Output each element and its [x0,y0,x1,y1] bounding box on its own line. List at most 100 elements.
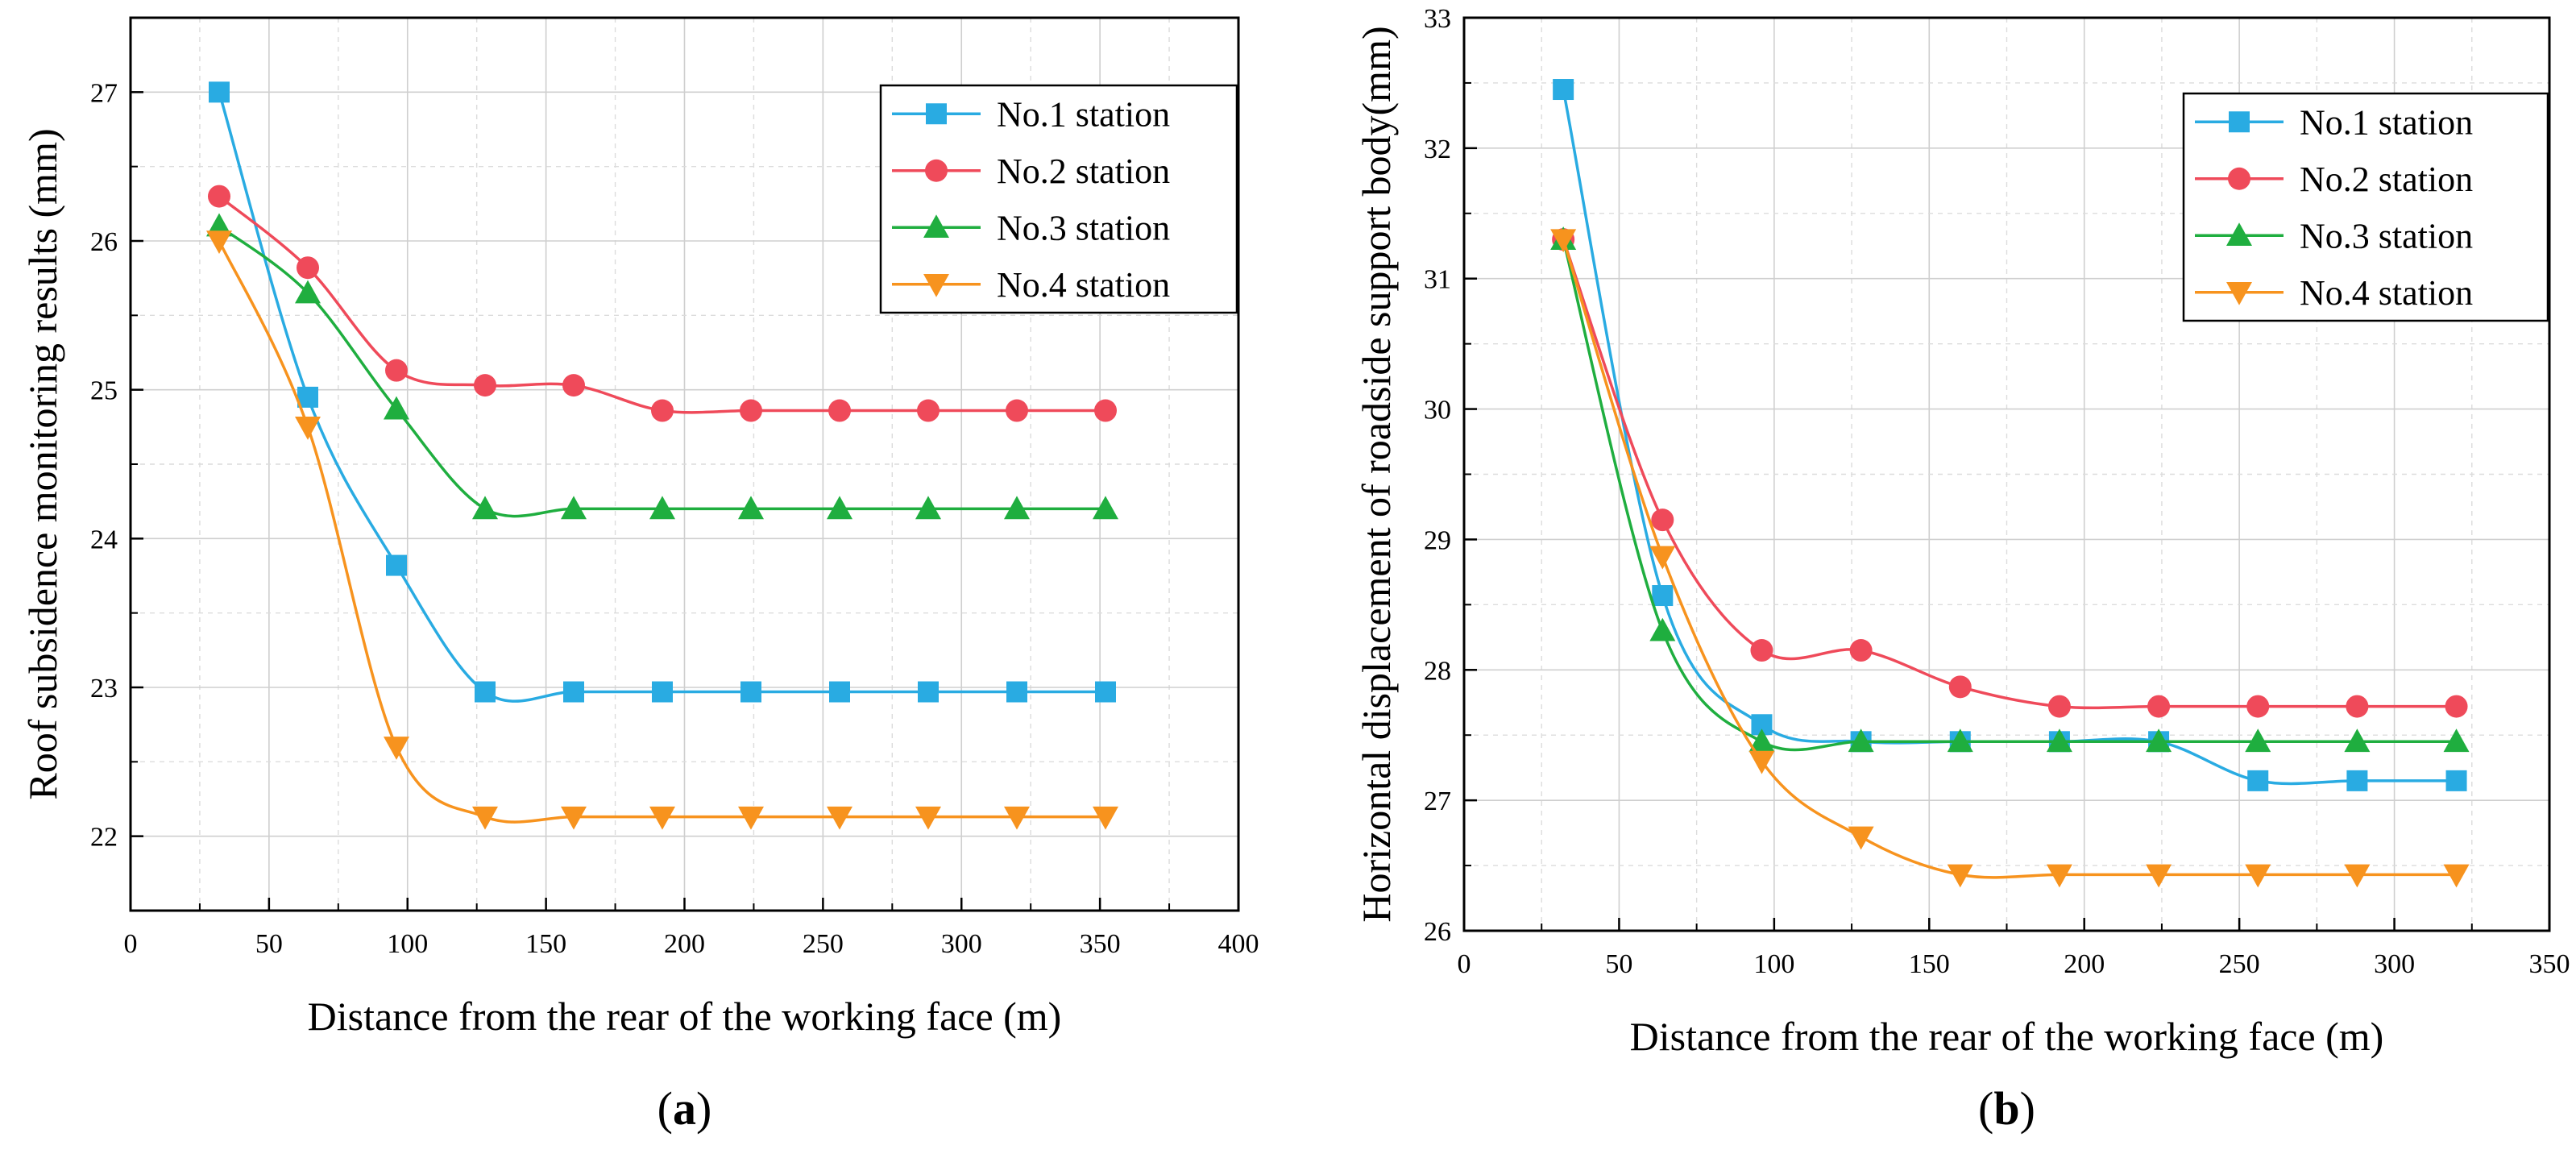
data-point [1748,728,1775,753]
data-point [738,496,764,520]
x-tick-label: 350 [2529,949,2570,979]
data-point [2443,864,2470,888]
data-point [2445,695,2468,718]
data-point [384,396,409,420]
panel-label: (b) [1978,1082,2035,1135]
data-point [1095,681,1116,703]
y-tick-label: 28 [1424,656,1451,686]
x-tick-label: 200 [664,929,705,959]
data-point [472,496,498,520]
data-point [1947,728,1973,753]
y-axis-title: Roof subsidence monitoring results (mm) [20,128,65,799]
data-point [2245,864,2271,888]
x-tick-label: 100 [387,929,428,959]
data-point [740,399,762,422]
panel-label-letter: b [1993,1082,2019,1135]
data-point [827,496,852,520]
y-tick-label: 22 [90,823,118,853]
y-tick-label: 24 [90,525,118,554]
data-point [2146,728,2172,753]
panel-label-open: ( [657,1082,673,1135]
data-point [651,399,674,422]
data-point [297,256,319,280]
data-point [740,681,761,703]
data-point [1553,79,1574,101]
data-point [828,399,851,422]
legend-marker [2229,111,2250,133]
data-point [384,737,409,760]
chart-a: 0 50 100 150 200 250 300 350 400 22 23 24 25 26 27 Dist… [20,16,1259,1135]
legend-label: No.4 station [2300,273,2473,313]
data-point [1652,585,1674,607]
series-3 [206,213,1118,520]
data-point [386,554,407,576]
legend-marker [923,214,949,239]
legend-marker [925,159,948,182]
data-point [1093,806,1118,830]
data-point [1849,639,1873,662]
data-point [2046,864,2072,888]
data-point [295,280,321,304]
data-point [2245,728,2271,753]
data-point [561,496,587,520]
x-tick-label: 0 [124,929,138,959]
data-point [649,806,675,830]
data-point [2246,695,2270,718]
data-point [2346,695,2369,718]
series-2 [208,185,1117,422]
data-point [652,681,673,703]
y-tick-label: 29 [1424,525,1451,555]
legend-label: No.1 station [997,94,1170,134]
series-line [218,225,1105,518]
data-point [1947,864,1973,888]
data-point [1094,399,1117,422]
data-point [1848,728,1874,753]
y-tick-label: 26 [90,227,118,257]
data-point [2047,695,2071,718]
x-axis-title: Distance from the rear of the working fa… [1630,1014,2384,1059]
data-point [1550,229,1577,253]
data-point [918,681,939,703]
x-tick-label: 150 [1909,949,1950,979]
data-point [915,806,941,830]
y-tick-label: 25 [90,376,118,406]
data-point [2344,728,2371,753]
x-tick-label: 400 [1218,929,1259,959]
x-tick-label: 100 [1753,949,1794,979]
x-tick-label: 150 [525,929,566,959]
x-tick-label: 300 [941,929,982,959]
y-tick-label: 33 [1424,4,1451,34]
data-point [1649,617,1676,641]
panel-label: (a) [657,1082,712,1135]
x-tick-label: 50 [1605,949,1632,979]
legend-marker [923,273,949,297]
data-point [2247,770,2269,791]
data-point [1848,826,1874,850]
data-point [2046,728,2072,753]
data-point [385,359,408,382]
data-point [561,806,587,830]
data-point [2147,695,2171,718]
panel-label-letter: a [673,1082,696,1135]
data-point [475,681,496,703]
data-point [206,230,232,254]
legend-label: No.2 station [997,151,1170,191]
data-point [1006,399,1028,422]
data-point [917,399,940,422]
data-point [1649,546,1676,570]
data-point [562,374,585,397]
legend-label: No.1 station [2300,102,2473,142]
data-point [827,806,852,830]
data-point [474,374,496,397]
data-point [206,213,232,237]
series-4 [1550,229,2470,888]
x-tick-label: 350 [1080,929,1121,959]
legend-label: No.3 station [997,208,1170,247]
data-point [649,496,675,520]
x-axis-title: Distance from the rear of the working fa… [308,994,1062,1039]
x-tick-label: 250 [2219,949,2260,979]
data-point [1748,750,1775,774]
x-tick-label: 50 [255,929,283,959]
data-point [208,185,230,208]
